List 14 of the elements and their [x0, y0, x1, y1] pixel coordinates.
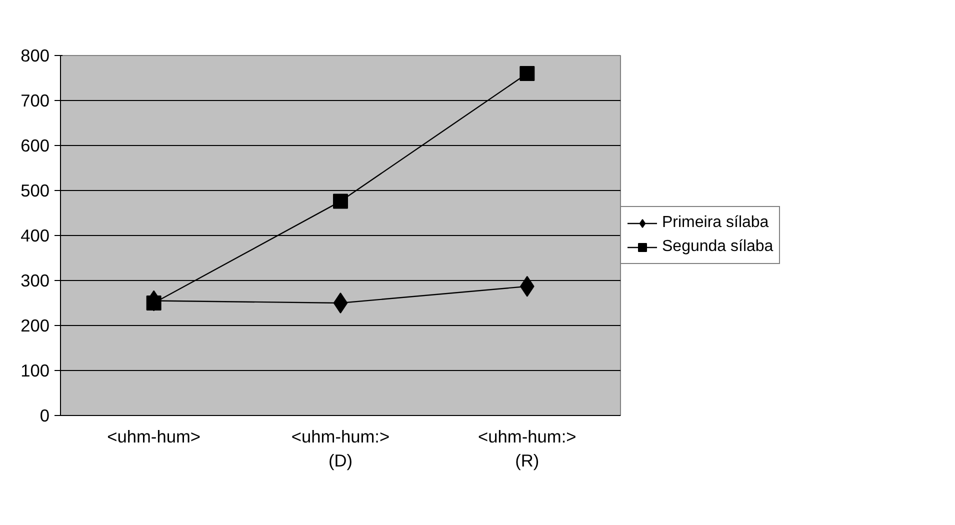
y-tick-label: 0: [40, 406, 50, 426]
y-tick-label: 100: [20, 360, 50, 380]
y-tick-label: 400: [20, 226, 50, 246]
y-tick-label: 500: [20, 180, 50, 200]
y-tick-label: 600: [20, 136, 50, 156]
y-tick-label: 200: [20, 316, 50, 336]
y-tick-label: 300: [20, 270, 50, 290]
y-tick-label: 700: [20, 90, 50, 110]
y-tick-label: 800: [20, 46, 50, 66]
x-tick-label: <uhm-hum>: [107, 426, 201, 446]
x-tick-label: <uhm-hum:> (R): [478, 426, 576, 470]
x-tick-label: <uhm-hum:> (D): [291, 426, 390, 470]
legend-label: Primeira sílaba: [662, 214, 769, 232]
legend-label: Segunda sílaba: [662, 238, 774, 256]
